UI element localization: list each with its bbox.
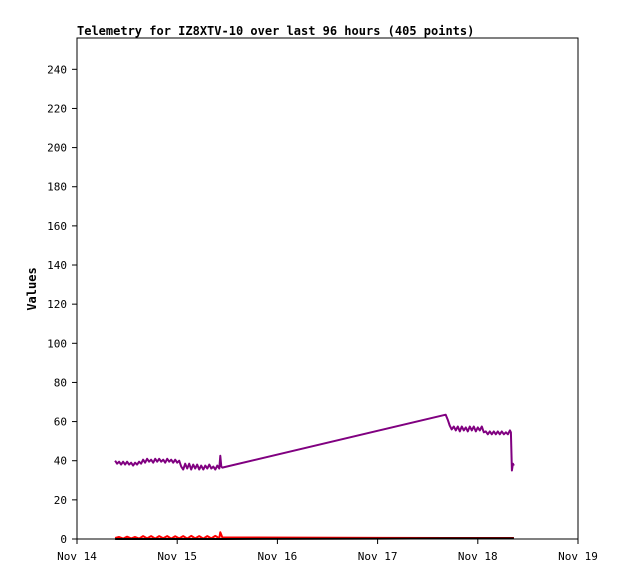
y-tick-label: 40	[54, 455, 67, 468]
y-tick-label: 220	[47, 102, 67, 115]
y-tick-label: 80	[54, 376, 67, 389]
x-tick-label: Nov 19	[558, 550, 598, 563]
plot-frame	[76, 37, 579, 540]
x-tick-label: Nov 17	[358, 550, 398, 563]
chart-title: Telemetry for IZ8XTV-10 over last 96 hou…	[77, 24, 474, 38]
y-tick-label: 120	[47, 298, 67, 311]
y-tick-label: 100	[47, 337, 67, 350]
series-line	[114, 531, 514, 540]
y-tick-label: 20	[54, 494, 67, 507]
x-tick-label: Nov 18	[458, 550, 498, 563]
x-tick-label: Nov 16	[258, 550, 298, 563]
series-line	[114, 413, 515, 472]
y-axis-ticks: 0 20 40 60 80 100 120 140 160 180 200 220 240	[47, 63, 77, 546]
x-tick-label: Nov 14	[57, 550, 97, 563]
series-line	[115, 537, 514, 540]
y-tick-label: 0	[60, 533, 67, 546]
x-axis-ticks: Nov 14 Nov 15 Nov 16 Nov 17 Nov 18 Nov 19	[57, 539, 598, 563]
y-tick-label: 140	[47, 259, 67, 272]
data-series	[114, 413, 515, 540]
y-tick-label: 60	[54, 416, 67, 429]
y-tick-label: 240	[47, 63, 67, 76]
y-axis-label: Values	[25, 267, 39, 310]
y-tick-label: 180	[47, 181, 67, 194]
x-tick-label: Nov 15	[157, 550, 197, 563]
y-tick-label: 200	[47, 142, 67, 155]
y-tick-label: 160	[47, 220, 67, 233]
